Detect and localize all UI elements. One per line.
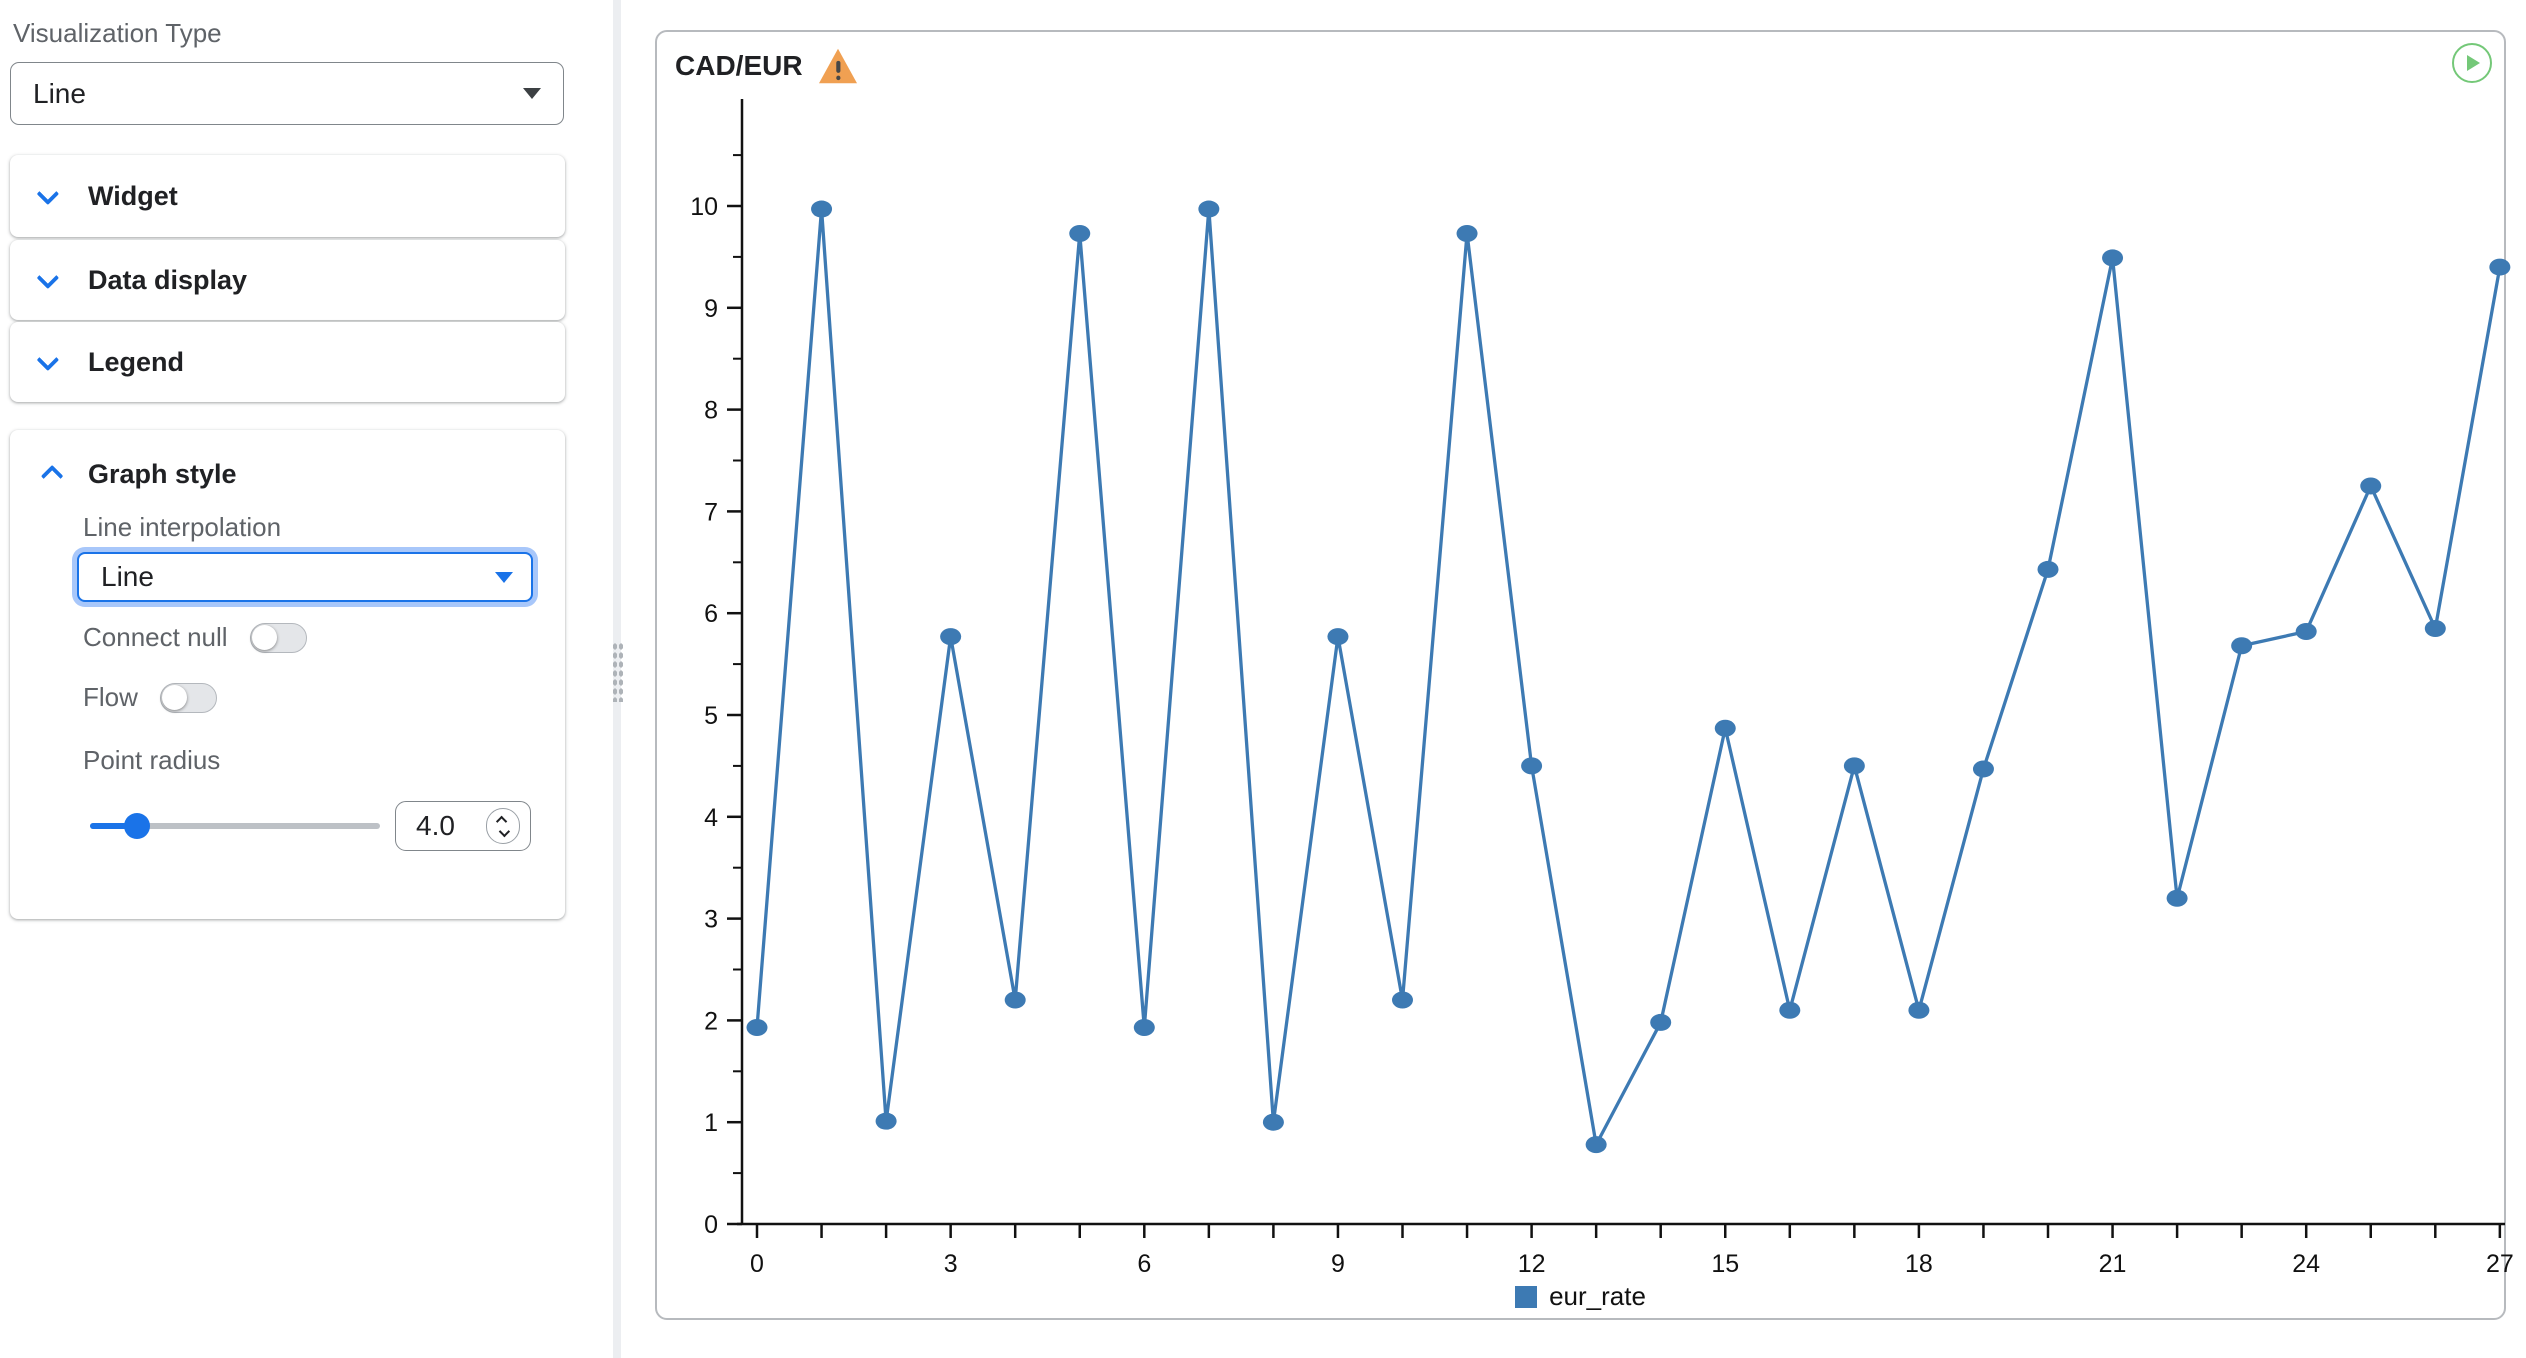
- svg-text:0: 0: [704, 1211, 718, 1239]
- point-radius-label: Point radius: [83, 745, 221, 775]
- svg-text:3: 3: [704, 906, 718, 934]
- play-circle-icon[interactable]: [2452, 43, 2492, 83]
- svg-text:15: 15: [1711, 1250, 1739, 1278]
- connect-null-toggle[interactable]: [249, 622, 307, 653]
- settings-sidebar: Visualization Type Line Widget Data disp…: [0, 0, 613, 1358]
- svg-text:10: 10: [690, 193, 718, 221]
- spinner-up-icon: [495, 815, 508, 827]
- legend-label: eur_rate: [1549, 1281, 1646, 1311]
- number-spinner[interactable]: [486, 808, 520, 844]
- section-card-graph-style: Graph style Line interpolation Line Conn…: [10, 430, 565, 919]
- svg-text:8: 8: [704, 397, 718, 425]
- section-title: Legend: [88, 346, 185, 377]
- flow-toggle[interactable]: [159, 682, 217, 713]
- chevron-down-icon: [36, 266, 60, 290]
- svg-text:5: 5: [704, 702, 718, 730]
- section-title: Widget: [88, 180, 178, 211]
- line-interpolation-value: Line: [101, 561, 154, 592]
- panel-resize-handle[interactable]: [612, 642, 623, 702]
- visualization-type-label: Visualization Type: [13, 18, 222, 48]
- section-title: Data display: [88, 264, 248, 295]
- visualization-type-select[interactable]: Line: [10, 62, 564, 125]
- section-header-legend[interactable]: Legend: [10, 322, 565, 402]
- svg-text:7: 7: [704, 498, 718, 526]
- svg-text:6: 6: [704, 600, 718, 628]
- chart-legend[interactable]: eur_rate: [657, 1281, 2504, 1312]
- toggle-knob: [251, 624, 277, 650]
- slider-fill: [90, 823, 136, 829]
- sidebar-divider: [612, 0, 623, 1358]
- line-interpolation-focus-ring: Line: [72, 547, 538, 607]
- point-radius-slider[interactable]: [90, 813, 380, 839]
- svg-text:6: 6: [1137, 1250, 1151, 1278]
- svg-text:0: 0: [750, 1250, 764, 1278]
- svg-text:9: 9: [704, 295, 718, 323]
- chart-panel: CAD/EUR 0 1 2 3 4 5 6 7 8 9 10 0 3 6 9 12 15 18 21 24 27 eur…: [655, 30, 2514, 1320]
- play-triangle: [2467, 55, 2480, 71]
- svg-text:9: 9: [1331, 1250, 1345, 1278]
- chevron-down-icon: [495, 571, 513, 583]
- svg-text:24: 24: [2292, 1250, 2320, 1278]
- warning-icon[interactable]: [817, 47, 859, 85]
- section-header-widget[interactable]: Widget: [10, 155, 565, 237]
- svg-text:3: 3: [944, 1250, 958, 1278]
- connect-null-label: Connect null: [83, 622, 228, 652]
- line-interpolation-select[interactable]: Line: [77, 552, 533, 602]
- slider-handle[interactable]: [124, 813, 150, 839]
- point-radius-input[interactable]: 4.0: [395, 801, 531, 851]
- svg-text:18: 18: [1905, 1250, 1933, 1278]
- svg-text:27: 27: [2486, 1250, 2514, 1278]
- chevron-down-icon: [523, 88, 541, 99]
- svg-text:21: 21: [2099, 1250, 2127, 1278]
- section-card-legend: Legend: [10, 322, 565, 402]
- spinner-down-icon: [498, 825, 511, 837]
- toggle-knob: [161, 684, 187, 710]
- chevron-up-icon: [40, 464, 64, 488]
- panel-title: CAD/EUR: [675, 50, 803, 81]
- svg-text:4: 4: [704, 804, 718, 832]
- line-interpolation-label: Line interpolation: [83, 512, 282, 542]
- section-card-widget: Widget: [10, 155, 565, 237]
- svg-text:2: 2: [704, 1007, 718, 1035]
- flow-label: Flow: [83, 682, 138, 712]
- svg-text:1: 1: [704, 1109, 718, 1137]
- svg-text:12: 12: [1518, 1250, 1546, 1278]
- chevron-down-icon: [36, 182, 60, 206]
- chevron-down-icon: [36, 348, 60, 372]
- section-card-data-display: Data display: [10, 240, 565, 320]
- point-radius-value: 4.0: [416, 810, 455, 841]
- legend-swatch: [1515, 1285, 1538, 1308]
- visualization-type-value: Line: [33, 77, 86, 109]
- section-title: Graph style: [88, 458, 237, 489]
- section-header-data-display[interactable]: Data display: [10, 240, 565, 320]
- section-header-graph-style[interactable]: Graph style: [10, 430, 565, 508]
